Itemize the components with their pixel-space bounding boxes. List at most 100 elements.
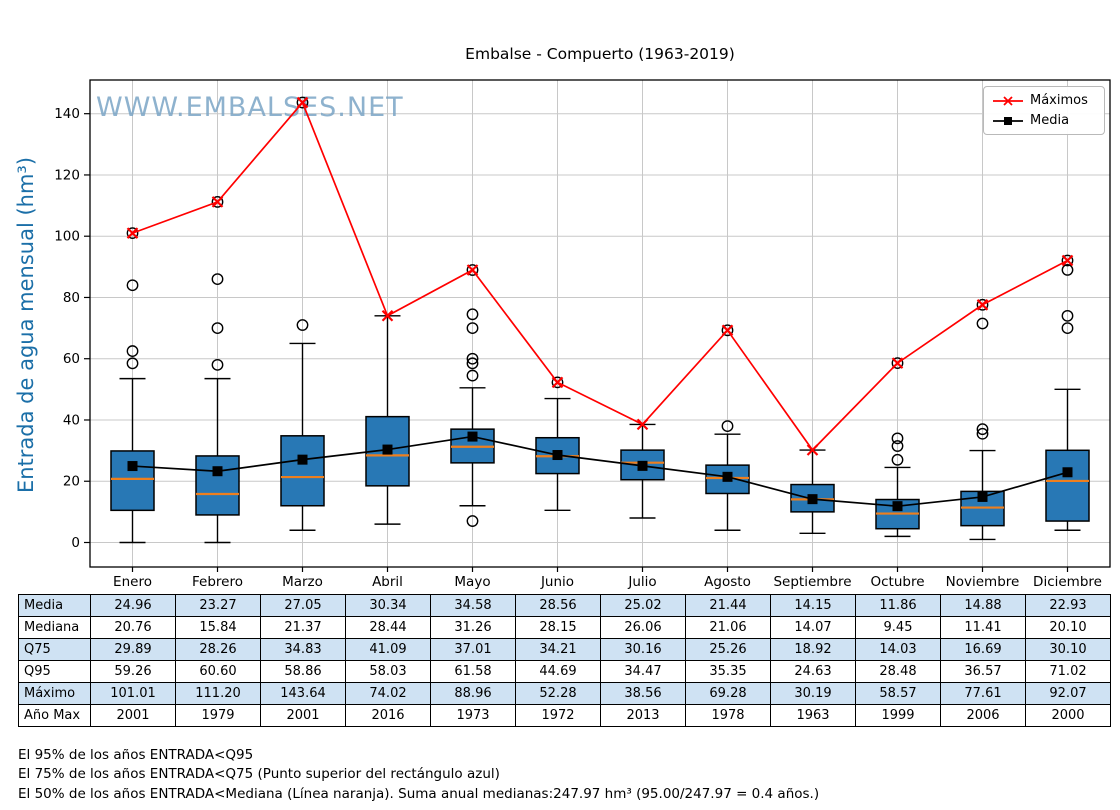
table-cell: 30.34 [345,594,431,617]
table-cell: 2001 [260,704,346,727]
outlier-point [296,319,309,331]
table-cell: 69.28 [685,682,771,705]
outlier-point [976,423,989,436]
y-tick-label: 120 [54,167,80,183]
outlier-point [1061,309,1074,322]
outlier-point [891,432,904,445]
table-cell: 28.15 [515,616,601,639]
table-cell: 9.45 [855,616,941,639]
table-cell: 21.06 [685,616,771,639]
maximos-marker [891,357,904,369]
maximos-marker [721,324,734,337]
x-tick-label: Abril [372,574,403,590]
outlier-point [891,453,904,466]
media-marker [807,494,818,505]
table-cell: 58.03 [345,660,431,683]
table-row: Q75 29.89 28.26 34.83 41.09 37.01 34.21 30.16 25… [18,638,1111,661]
table-cell: 14.88 [940,594,1026,617]
media-marker [722,471,733,482]
row-label: Q95 [18,660,91,683]
maximos-marker [976,299,989,311]
table-cell: 28.48 [855,660,941,683]
grid [90,80,1110,567]
table-cell: 11.86 [855,594,941,617]
outlier-point [891,440,904,452]
table-cell: 24.63 [770,660,856,683]
outlier-point [1061,254,1074,267]
row-label: Media [18,594,91,617]
table-cell: 71.02 [1025,660,1111,683]
table-cell: 61.58 [430,660,516,683]
boxplot-marzo [280,342,325,531]
maximos-marker [381,310,394,322]
y-tick-label: 140 [54,106,80,122]
table-cell: 101.01 [90,682,176,705]
legend: Máximos Media [983,86,1105,135]
maximos-line [132,100,1068,452]
legend-label-media: Media [1030,113,1070,128]
table-row: Media 24.96 23.27 27.05 30.34 34.58 28.56 25.02… [18,594,1111,617]
table-cell: 74.02 [345,682,431,705]
table-cell: 22.93 [1025,594,1111,617]
table-cell: 59.26 [90,660,176,683]
media-marker-icon [993,116,1023,125]
outlier-point [1061,322,1074,334]
axes: 0 20 40 60 80 100 120 140 Enero Febrero Marzo Abril… [54,106,1102,590]
y-tick-label: 0 [71,535,80,551]
x-tick-label: Marzo [282,574,323,590]
media-marker [892,501,903,512]
table-cell: 58.57 [855,682,941,705]
outlier-point [211,273,224,285]
x-tick-label: Septiembre [773,574,851,590]
footnote: El 75% de los años ENTRADA<Q75 (Punto su… [18,766,500,782]
y-tick-label: 60 [63,351,80,367]
table-row: Año Max 2001 1979 2001 2016 1973 1972 2013 1978 1… [18,704,1111,727]
x-tick-label: Octubre [870,574,924,590]
media-line [132,435,1068,508]
watermark: WWW.EMBALSES.NET [96,92,404,123]
table-cell: 11.41 [940,616,1026,639]
table-cell: 26.06 [600,616,686,639]
table-cell: 18.92 [770,638,856,661]
media-marker [977,491,988,502]
table-cell: 1963 [770,704,856,727]
row-label: Mediana [18,616,91,639]
boxplot-abril [365,315,410,525]
boxplot-julio [620,423,665,519]
media-marker [467,431,478,442]
table-cell: 23.27 [175,594,261,617]
table-cell: 30.16 [600,638,686,661]
table-cell: 15.84 [175,616,261,639]
table-cell: 143.64 [260,682,346,705]
media-marker [637,460,648,471]
table-cell: 28.56 [515,594,601,617]
footnote: El 95% de los años ENTRADA<Q95 [18,747,254,763]
boxplot-diciembre [1045,388,1090,531]
stats-table: Media 24.96 23.27 27.05 30.34 34.58 28.56 25.02… [18,594,1111,727]
boxplot-febrero [195,377,240,544]
maximos-marker [296,96,309,109]
outlier-point [976,427,989,440]
maximos-marker-icon [993,95,1023,106]
x-tick-label: Junio [540,574,574,590]
table-cell: 1979 [175,704,261,727]
media-marker [552,450,563,461]
footnote: El 50% de los años ENTRADA<Mediana (Líne… [18,786,820,802]
outlier-point [466,308,479,321]
table-cell: 77.61 [940,682,1026,705]
table-cell: 58.86 [260,660,346,683]
legend-item-media: Media [993,113,1094,128]
table-cell: 28.26 [175,638,261,661]
row-label: Q75 [18,638,91,661]
table-row: Mediana 20.76 15.84 21.37 28.44 31.26 28.15 26.… [18,616,1111,639]
outlier-point [211,322,224,334]
x-tick-label: Julio [627,574,656,590]
table-cell: 1978 [685,704,771,727]
table-cell: 34.47 [600,660,686,683]
table-cell: 44.69 [515,660,601,683]
x-tick-label: Noviembre [946,574,1020,590]
table-cell: 25.26 [685,638,771,661]
table-cell: 2000 [1025,704,1111,727]
table-cell: 2006 [940,704,1026,727]
